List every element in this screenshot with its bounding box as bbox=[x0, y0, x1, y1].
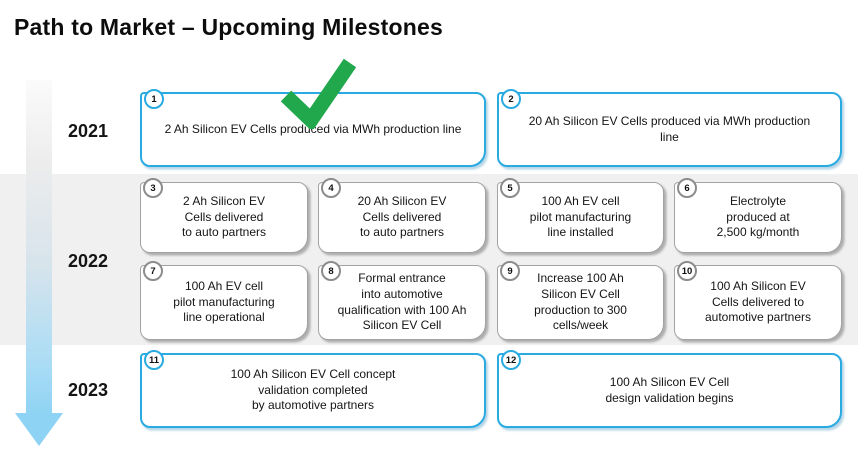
milestone-box-10: 10 100 Ah Silicon EV Cells delivered to … bbox=[674, 261, 842, 340]
checkmark-icon bbox=[280, 58, 356, 129]
milestone-number-badge: 8 bbox=[321, 261, 341, 281]
milestone-number-badge: 5 bbox=[500, 178, 520, 198]
milestone-text: 100 Ah Silicon EV Cell concept validatio… bbox=[230, 367, 396, 413]
milestone-number-badge: 3 bbox=[143, 178, 163, 198]
page-title: Path to Market – Upcoming Milestones bbox=[14, 14, 443, 40]
milestone-text: 100 Ah EV cell pilot manufacturing line … bbox=[173, 279, 275, 325]
milestone-number-badge: 1 bbox=[144, 89, 164, 109]
milestone-box-6: 6 Electrolyte produced at 2,500 kg/month bbox=[674, 178, 842, 253]
year-label-2021: 2021 bbox=[67, 121, 109, 141]
year-label-2023: 2023 bbox=[67, 380, 109, 400]
milestone-number-badge: 6 bbox=[677, 178, 697, 198]
milestone-number-badge: 9 bbox=[500, 261, 520, 281]
arrow-down-icon bbox=[15, 413, 63, 446]
milestone-box-8: 8 Formal entrance into automotive qualif… bbox=[318, 261, 486, 340]
milestone-box-12: 12 100 Ah Silicon EV Cell design validat… bbox=[497, 350, 842, 428]
milestone-number-badge: 2 bbox=[501, 89, 521, 109]
milestone-number-badge: 10 bbox=[677, 261, 697, 281]
milestone-box-7: 7 100 Ah EV cell pilot manufacturing lin… bbox=[140, 261, 308, 340]
milestone-number-badge: 11 bbox=[144, 350, 164, 370]
milestone-box-3: 3 2 Ah Silicon EV Cells delivered to aut… bbox=[140, 178, 308, 253]
milestone-text: 20 Ah Silicon EV Cells produced via MWh … bbox=[528, 113, 811, 144]
milestone-number-badge: 7 bbox=[143, 261, 163, 281]
milestone-text: 100 Ah EV cell pilot manufacturing line … bbox=[529, 194, 632, 240]
timeline-arrow bbox=[26, 80, 52, 415]
milestone-box-4: 4 20 Ah Silicon EV Cells delivered to au… bbox=[318, 178, 486, 253]
milestone-text: 100 Ah Silicon EV Cells delivered to aut… bbox=[704, 279, 812, 325]
year-label-2022: 2022 bbox=[67, 251, 109, 271]
milestone-text: Increase 100 Ah Silicon EV Cell producti… bbox=[534, 271, 627, 333]
milestone-number-badge: 4 bbox=[321, 178, 341, 198]
milestone-box-5: 5 100 Ah EV cell pilot manufacturing lin… bbox=[497, 178, 664, 253]
milestone-number-badge: 12 bbox=[501, 350, 521, 370]
milestone-text: Electrolyte produced at 2,500 kg/month bbox=[716, 194, 800, 240]
milestone-text: 20 Ah Silicon EV Cells delivered to auto… bbox=[357, 194, 447, 240]
milestone-text: 2 Ah Silicon EV Cells produced via MWh p… bbox=[164, 121, 462, 136]
milestone-box-2: 2 20 Ah Silicon EV Cells produced via MW… bbox=[497, 89, 842, 167]
milestone-text: 100 Ah Silicon EV Cell design validation… bbox=[605, 374, 734, 405]
milestone-box-9: 9 Increase 100 Ah Silicon EV Cell produc… bbox=[497, 261, 664, 340]
milestone-box-11: 11 100 Ah Silicon EV Cell concept valida… bbox=[140, 350, 486, 428]
milestone-text: Formal entrance into automotive qualific… bbox=[337, 271, 467, 333]
milestone-text: 2 Ah Silicon EV Cells delivered to auto … bbox=[181, 194, 267, 240]
